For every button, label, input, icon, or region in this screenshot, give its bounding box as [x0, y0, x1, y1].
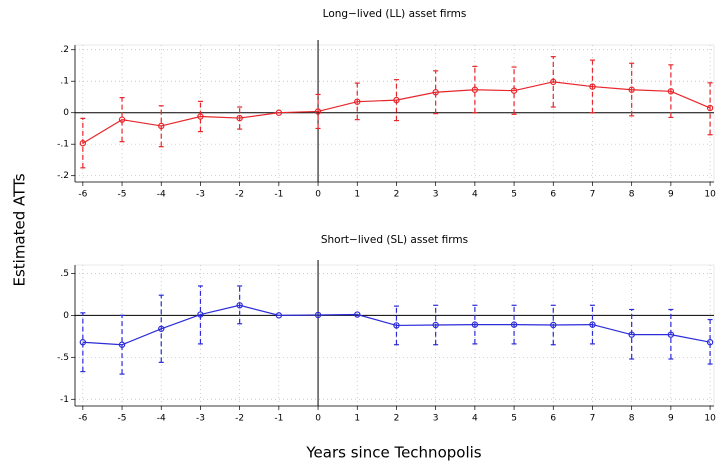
- x-tick-label: 1: [354, 414, 360, 424]
- x-tick-label: 7: [590, 190, 596, 200]
- x-tick-label: 2: [394, 190, 400, 200]
- point: [628, 331, 635, 338]
- y-tick-label: .5: [60, 269, 69, 279]
- point: [510, 87, 518, 94]
- point: [667, 331, 675, 338]
- x-tick-label: -3: [196, 414, 205, 424]
- point: [589, 83, 596, 90]
- x-tick-label: 10: [704, 414, 716, 424]
- x-axis-label: Years since Technopolis: [305, 444, 481, 462]
- x-tick-label: 10: [704, 190, 716, 200]
- point: [706, 339, 714, 346]
- x-tick-label: 6: [550, 414, 556, 424]
- x-tick-label: 0: [315, 414, 321, 424]
- x-tick-label: 3: [433, 414, 439, 424]
- x-tick-label: 2: [394, 414, 400, 424]
- point: [667, 88, 675, 95]
- point: [550, 78, 557, 86]
- point: [471, 86, 479, 93]
- x-tick-label: 4: [472, 414, 478, 424]
- point: [79, 140, 87, 147]
- x-tick-label: -4: [157, 414, 166, 424]
- y-tick-label: .2: [60, 45, 69, 55]
- point: [275, 312, 283, 319]
- y-tick-label: -.2: [57, 171, 69, 181]
- x-tick-label: 6: [550, 190, 556, 200]
- point: [236, 302, 243, 309]
- x-tick-label: 9: [668, 414, 674, 424]
- point: [118, 116, 126, 123]
- y-tick-label: .1: [60, 77, 69, 87]
- x-tick-label: 8: [629, 414, 635, 424]
- point: [510, 321, 518, 328]
- x-tick-label: 3: [433, 190, 439, 200]
- y-tick-label: -.5: [57, 353, 69, 363]
- plot-frame: [74, 264, 715, 407]
- y-tick-label: -1: [60, 395, 69, 405]
- y-tick-label: 0: [63, 311, 69, 321]
- point: [314, 311, 322, 319]
- point: [550, 321, 557, 329]
- plot-frame: [74, 44, 715, 183]
- x-tick-label: 7: [590, 414, 596, 424]
- x-tick-label: -2: [235, 190, 244, 200]
- point: [354, 98, 361, 105]
- series-line: [82, 304, 711, 346]
- point: [275, 109, 283, 116]
- x-tick-label: 1: [354, 190, 360, 200]
- point: [118, 341, 126, 348]
- point: [471, 321, 479, 328]
- chart-title: Long−lived (LL) asset firms: [323, 8, 467, 20]
- x-tick-label: 5: [511, 414, 517, 424]
- chart-title: Short−lived (SL) asset firms: [321, 234, 468, 246]
- point: [432, 321, 439, 329]
- point: [628, 86, 635, 93]
- point: [197, 311, 204, 318]
- point: [589, 321, 596, 328]
- x-tick-label: -6: [78, 190, 87, 200]
- x-tick-label: 4: [472, 190, 478, 200]
- x-tick-label: -1: [274, 414, 283, 424]
- point: [79, 339, 87, 346]
- point: [236, 114, 243, 122]
- x-tick-label: -1: [274, 190, 283, 200]
- x-tick-label: -5: [118, 414, 127, 424]
- x-tick-label: -5: [118, 190, 127, 200]
- x-tick-label: 0: [315, 190, 321, 200]
- point: [197, 113, 204, 120]
- point: [706, 104, 714, 112]
- x-tick-label: -2: [235, 414, 244, 424]
- y-axis-label: Estimated ATTs: [11, 173, 29, 286]
- series-line: [82, 81, 711, 144]
- x-tick-label: 9: [668, 190, 674, 200]
- y-tick-label: -.1: [57, 140, 69, 150]
- point: [432, 89, 439, 96]
- x-tick-label: -3: [196, 190, 205, 200]
- point: [354, 311, 361, 318]
- point: [393, 96, 400, 104]
- x-tick-label: 8: [629, 190, 635, 200]
- point: [393, 322, 400, 329]
- x-tick-label: 5: [511, 190, 517, 200]
- point: [158, 122, 165, 130]
- point: [314, 108, 322, 115]
- x-tick-label: -6: [78, 414, 87, 424]
- point: [158, 325, 165, 332]
- x-tick-label: -4: [157, 190, 166, 200]
- y-tick-label: 0: [63, 108, 69, 118]
